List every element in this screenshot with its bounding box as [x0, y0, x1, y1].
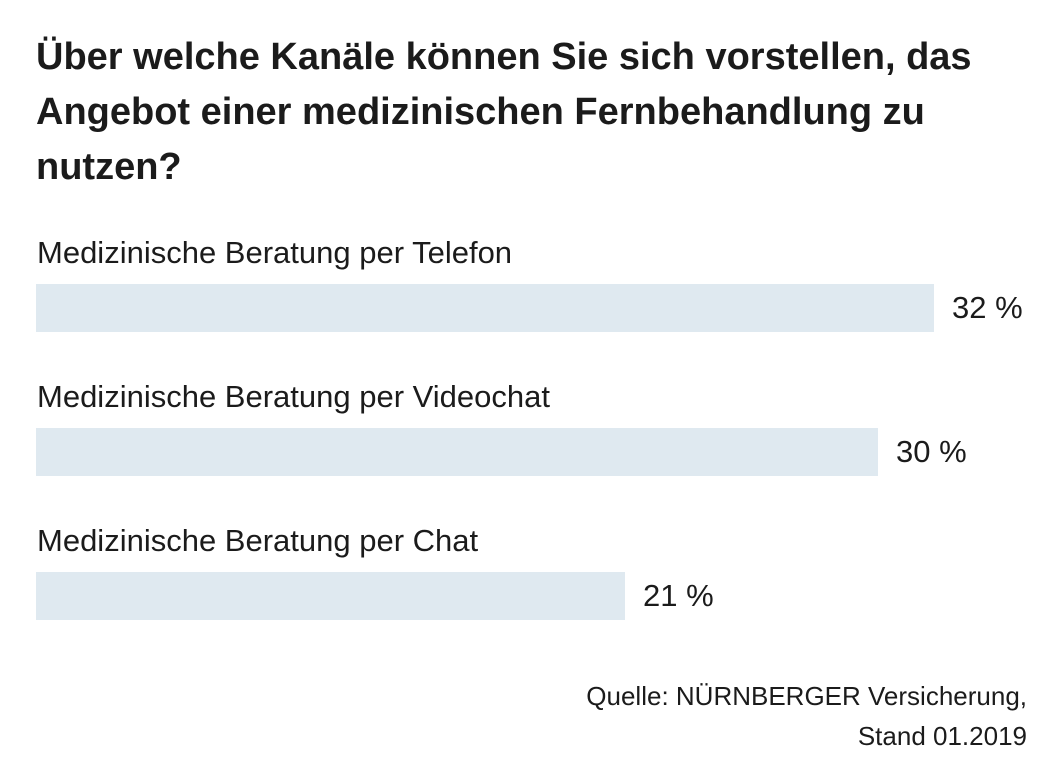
- chart-title: Über welche Kanäle können Sie sich vorst…: [36, 36, 972, 188]
- value-label: 21 %: [643, 578, 714, 613]
- category-label: Medizinische Beratung per Videochat: [37, 379, 550, 414]
- bar: [36, 428, 878, 476]
- category-label: Medizinische Beratung per Telefon: [37, 235, 513, 270]
- category-label: Medizinische Beratung per Chat: [37, 523, 479, 558]
- bar: [36, 284, 934, 332]
- bar: [36, 572, 625, 620]
- source-line-2: Stand 01.2019: [857, 721, 1027, 751]
- source-note: Quelle: NÜRNBERGER Versicherung, Stand 0…: [586, 676, 1027, 756]
- source-line-1: Quelle: NÜRNBERGER Versicherung,: [586, 681, 1027, 711]
- value-label: 30 %: [896, 434, 967, 469]
- value-label: 32 %: [952, 290, 1023, 325]
